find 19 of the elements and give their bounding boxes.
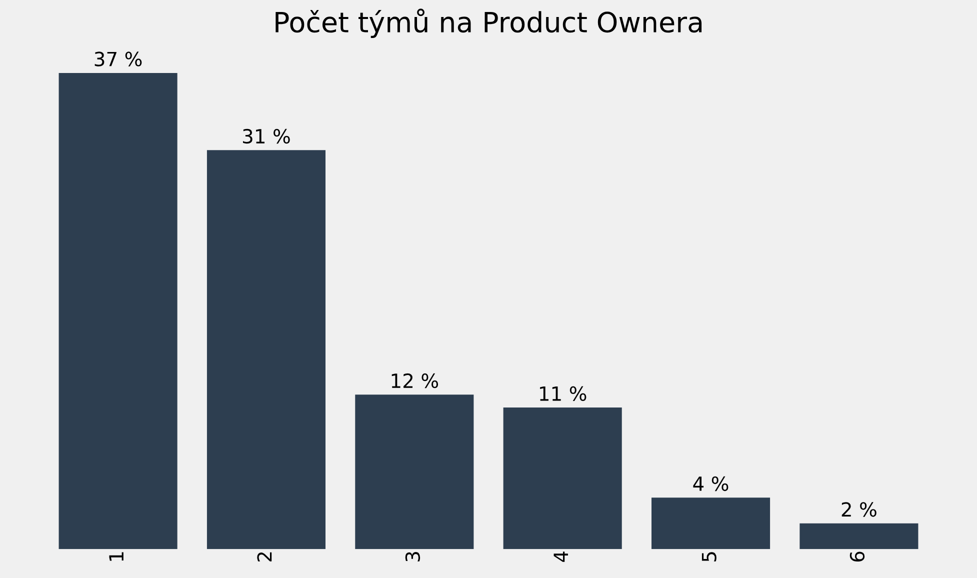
bar — [800, 523, 918, 550]
chart-title: Počet týmů na Product Ownera — [276, 8, 702, 38]
data-label: 37 % — [94, 52, 142, 66]
data-label: 12 % — [392, 373, 438, 388]
x-tick-label: 4 — [554, 552, 568, 562]
data-label: 2 % — [842, 502, 876, 517]
x-tick-label: 5 — [702, 552, 716, 562]
x-tick-label: 2 — [257, 552, 272, 562]
x-tick-label: 3 — [405, 552, 420, 562]
data-label: 31 % — [243, 128, 290, 144]
bar — [206, 150, 326, 550]
bar — [355, 394, 474, 550]
data-label: 11 % — [540, 386, 586, 401]
x-tick-label: 1 — [109, 552, 124, 561]
bar — [503, 408, 622, 550]
data-label: 4 % — [693, 476, 728, 492]
bar — [651, 498, 770, 550]
x-tick-label: 6 — [850, 552, 865, 562]
bar — [58, 72, 178, 550]
